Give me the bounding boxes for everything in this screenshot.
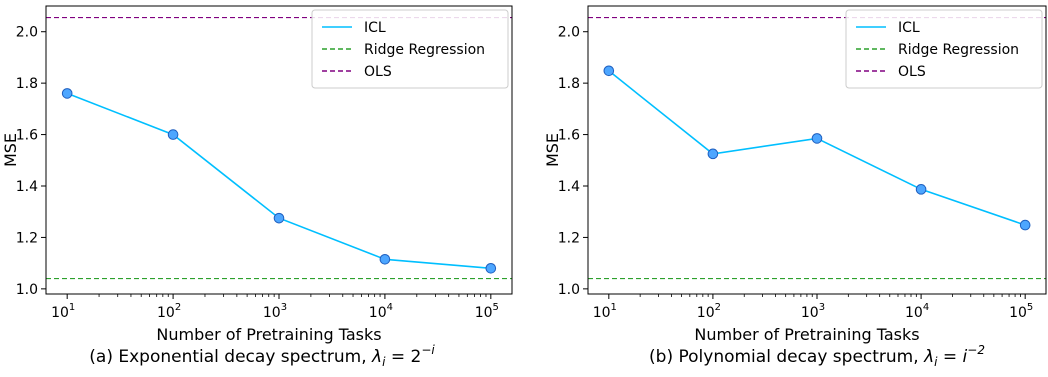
x-tick-exponent: 2: [715, 302, 721, 313]
legend-label: Ridge Regression: [898, 42, 1019, 58]
data-point-icl: [603, 65, 615, 77]
data-point-icl: [273, 212, 285, 224]
x-tick-label: 101: [51, 302, 75, 321]
y-tick-label: 1.4: [16, 179, 38, 195]
caption-sub: i: [934, 355, 938, 369]
y-ticks: 1.0 1.2 1.4 1.6 1.8 2.0: [16, 25, 46, 298]
data-point-icl: [811, 133, 823, 144]
caption-sup: −i: [421, 343, 435, 357]
x-tick-base: 10: [801, 305, 819, 321]
data-point-icl: [485, 262, 497, 274]
caption-math: λ: [923, 347, 934, 367]
legend-label: Ridge Regression: [364, 42, 485, 58]
y-tick-label: 1.8: [16, 76, 38, 92]
x-tick-label: 102: [697, 302, 721, 321]
plot-frame: [45, 5, 513, 295]
caption-text: (a) Exponential decay spectrum,: [89, 347, 372, 367]
x-axis-label: Number of Pretraining Tasks: [156, 325, 381, 344]
data-point-icl: [379, 253, 391, 265]
x-tick-exponent: 5: [493, 302, 499, 313]
x-tick-exponent: 4: [923, 302, 929, 313]
data-point-icl: [915, 184, 927, 195]
x-ticks: 101 102 103 104 105: [51, 294, 499, 321]
legend-label: ICL: [898, 20, 920, 36]
legend-label: OLS: [364, 64, 392, 80]
y-tick-label: 2.0: [558, 25, 580, 41]
x-tick-label: 104: [905, 302, 929, 321]
x-tick-exponent: 5: [1027, 302, 1033, 313]
x-tick-base: 10: [697, 305, 715, 321]
x-tick-exponent: 1: [611, 302, 617, 313]
x-tick-label: 103: [263, 302, 287, 321]
x-tick-label: 103: [801, 302, 825, 321]
y-tick-label: 2.0: [16, 25, 38, 41]
data-point-icl: [61, 88, 73, 99]
x-tick-base: 10: [905, 305, 923, 321]
x-tick-exponent: 4: [387, 302, 393, 313]
x-ticks: 101 102 103 104 105: [593, 294, 1033, 321]
y-tick-label: 1.2: [16, 230, 38, 246]
y-tick-label: 1.0: [558, 282, 580, 298]
x-tick-label: 105: [475, 302, 499, 321]
x-tick-label: 101: [593, 302, 617, 321]
y-axis-label: MSE: [1, 133, 20, 167]
x-tick-base: 10: [263, 305, 281, 321]
legend-label: OLS: [898, 64, 926, 80]
data-point-icl: [167, 129, 179, 140]
x-tick-base: 10: [1009, 305, 1027, 321]
x-tick-base: 10: [593, 305, 611, 321]
legend-label: ICL: [364, 20, 386, 36]
x-tick-base: 10: [157, 305, 175, 321]
caption: (a) Exponential decay spectrum, λi = 2−i: [89, 343, 435, 369]
caption-sub: i: [382, 355, 386, 369]
x-tick-label: 102: [157, 302, 181, 321]
x-tick-exponent: 1: [69, 302, 75, 313]
legend-box: [845, 9, 1043, 89]
y-tick-label: 1.6: [16, 128, 38, 144]
caption-text: (b) Polynomial decay spectrum,: [649, 347, 924, 367]
legend-box: [311, 9, 509, 89]
y-axis-label: MSE: [543, 133, 562, 167]
caption-math: λ: [371, 347, 382, 367]
x-tick-exponent: 3: [281, 302, 287, 313]
x-tick-base: 10: [51, 305, 69, 321]
x-tick-label: 104: [369, 302, 393, 321]
y-tick-label: 1.2: [558, 230, 580, 246]
x-tick-label: 105: [1009, 302, 1033, 321]
caption: (b) Polynomial decay spectrum, λi = i−2: [649, 343, 985, 369]
caption-sup: −2: [967, 343, 985, 357]
y-tick-label: 1.4: [558, 179, 580, 195]
y-ticks: 1.0 1.2 1.4 1.6 1.8 2.0: [558, 25, 588, 298]
x-tick-exponent: 2: [175, 302, 181, 313]
caption-eq: = 2: [385, 347, 421, 367]
legend: ICL Ridge Regression OLS: [845, 9, 1043, 89]
caption-base: i: [963, 347, 968, 367]
series-line-icl: [608, 70, 1026, 226]
caption-eq: =: [937, 347, 962, 367]
data-point-icl: [1019, 219, 1031, 231]
y-tick-label: 1.6: [558, 128, 580, 144]
x-tick-exponent: 3: [819, 302, 825, 313]
data-point-icl: [707, 148, 719, 160]
y-tick-label: 1.0: [16, 282, 38, 298]
legend: ICL Ridge Regression OLS: [311, 9, 509, 89]
y-tick-label: 1.8: [558, 76, 580, 92]
x-tick-base: 10: [475, 305, 493, 321]
x-axis-label: Number of Pretraining Tasks: [694, 325, 919, 344]
series-line-icl: [66, 92, 491, 270]
plot-frame: [587, 5, 1047, 295]
x-tick-base: 10: [369, 305, 387, 321]
